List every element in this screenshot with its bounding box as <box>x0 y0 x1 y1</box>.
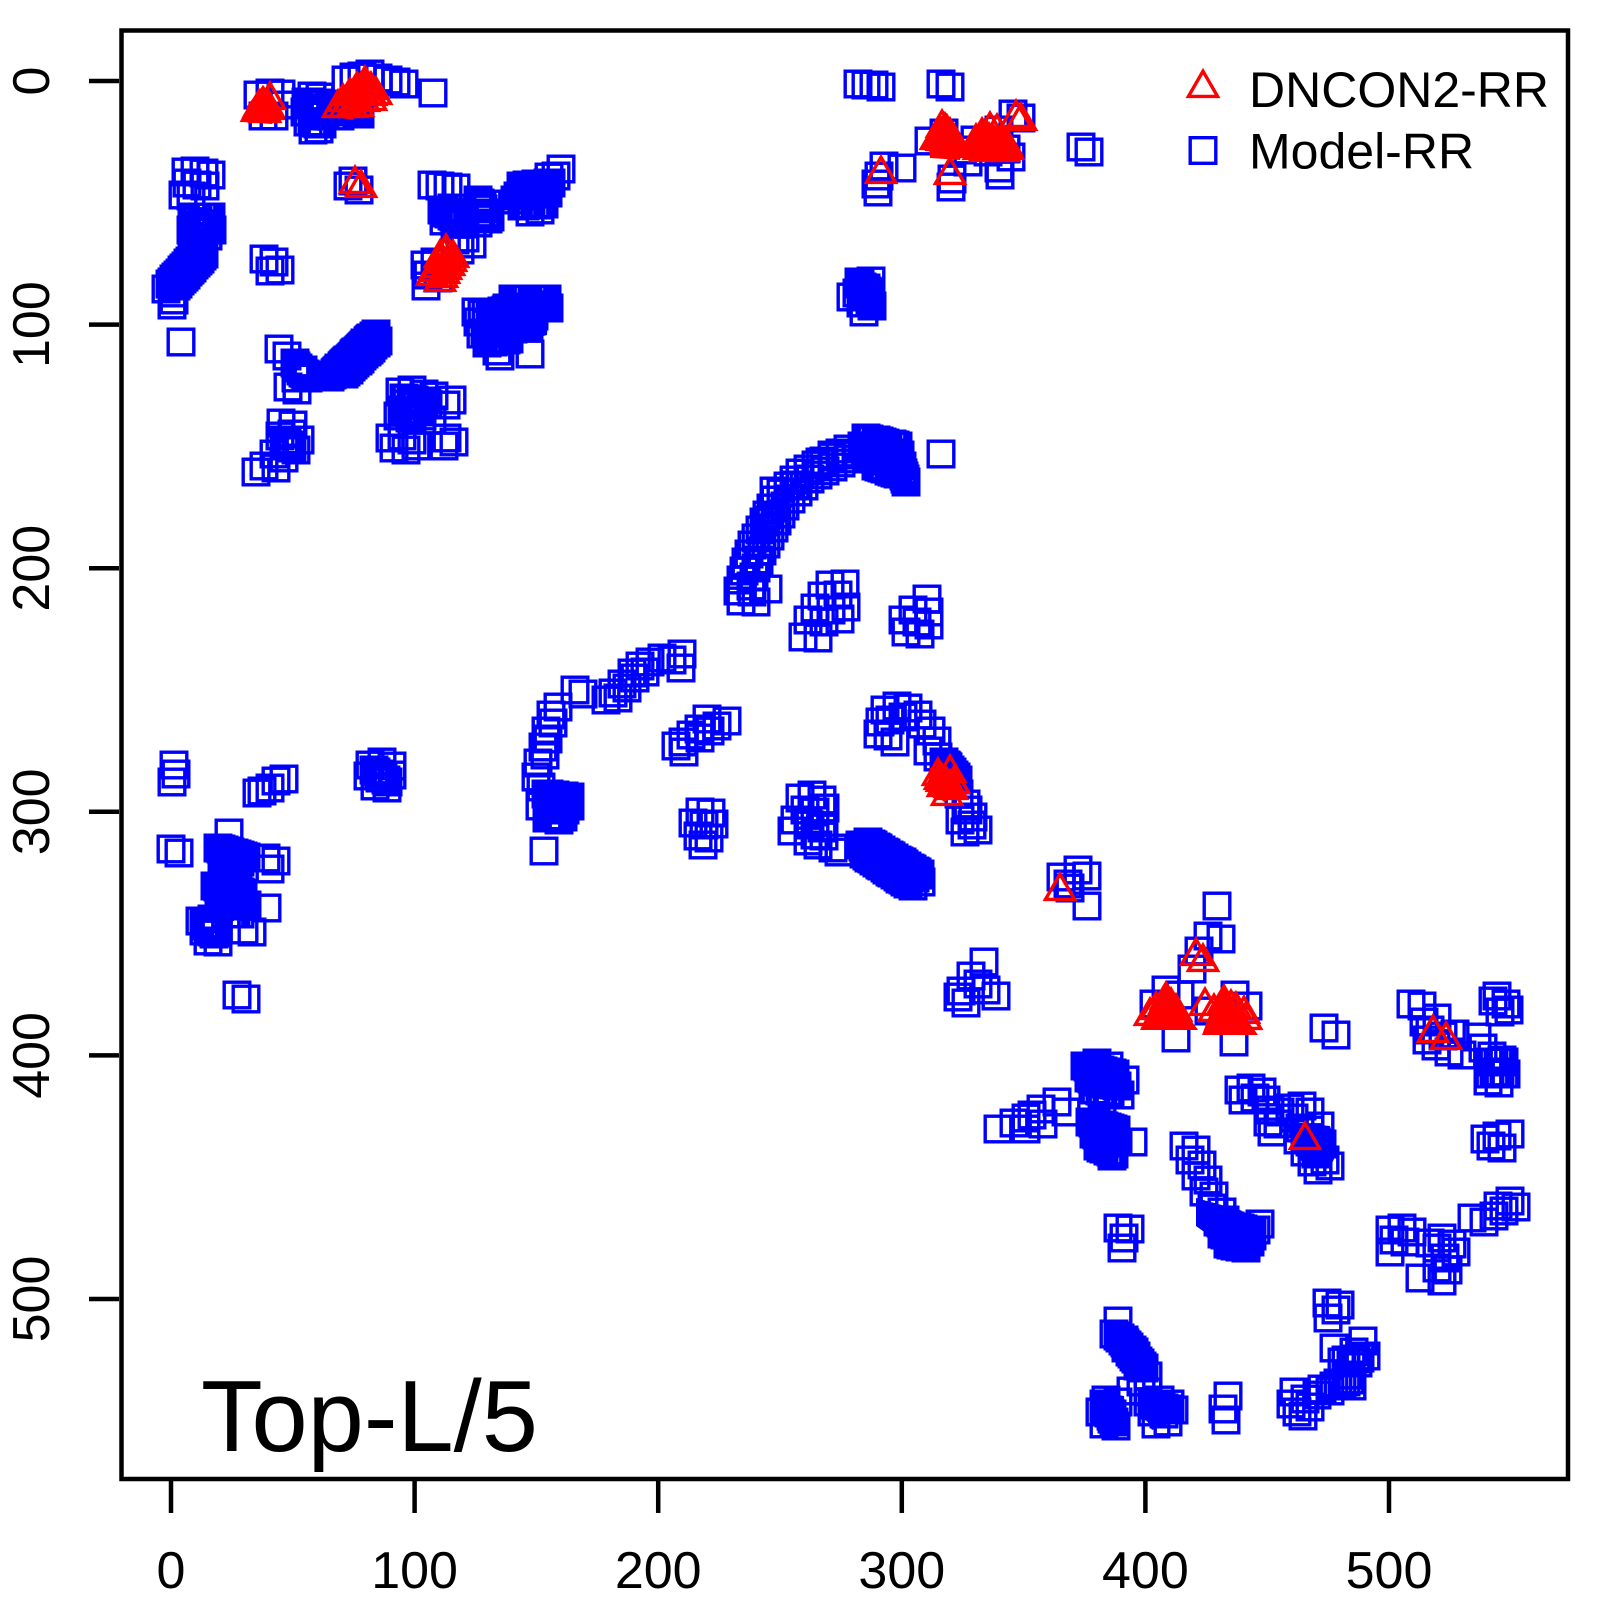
svg-text:500: 500 <box>3 1256 61 1343</box>
svg-text:100: 100 <box>371 1542 458 1600</box>
svg-text:500: 500 <box>1346 1542 1433 1600</box>
svg-text:200: 200 <box>615 1542 702 1600</box>
svg-text:DNCON2-RR: DNCON2-RR <box>1249 62 1549 118</box>
svg-text:300: 300 <box>858 1542 945 1600</box>
svg-text:100: 100 <box>3 281 61 368</box>
svg-text:Model-RR: Model-RR <box>1249 124 1474 180</box>
svg-text:0: 0 <box>157 1542 186 1600</box>
svg-text:400: 400 <box>1102 1542 1189 1600</box>
svg-text:0: 0 <box>3 67 61 96</box>
svg-text:300: 300 <box>3 768 61 855</box>
svg-text:Top-L/5: Top-L/5 <box>201 1361 538 1473</box>
svg-text:400: 400 <box>3 1012 61 1099</box>
svg-text:200: 200 <box>3 525 61 612</box>
